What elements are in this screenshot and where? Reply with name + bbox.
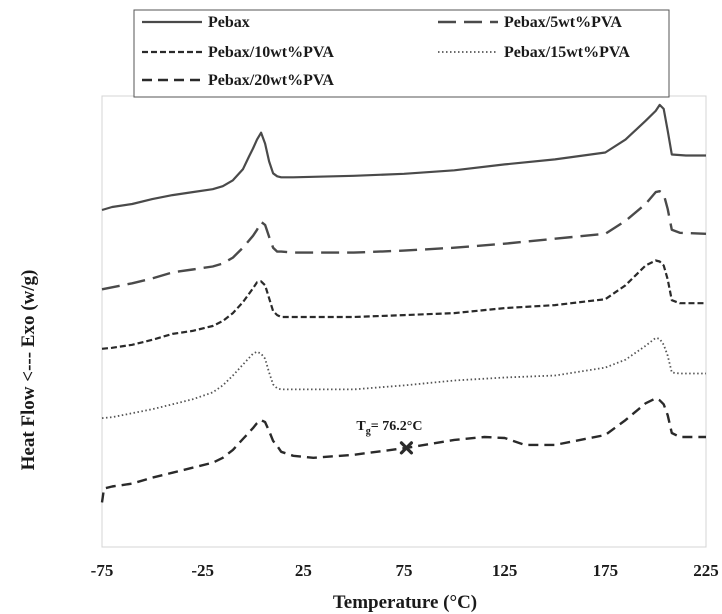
x-tick-labels: -75 -25 25 75 125 175 225 — [91, 561, 719, 580]
x-tick-label: 125 — [492, 561, 518, 580]
series-line-pebax-10wt-pva — [101, 259, 706, 350]
x-tick-label: 175 — [593, 561, 619, 580]
series-layer — [100, 103, 707, 503]
legend: Pebax Pebax/5wt%PVA Pebax/10wt%PVA Pebax/15… — [133, 9, 670, 98]
legend-label-pebax: Pebax — [208, 14, 250, 31]
tg-annotation-subscript: g — [366, 426, 371, 437]
x-tick-label: 225 — [693, 561, 719, 580]
series-line-pebax — [101, 103, 706, 212]
plot-area — [101, 95, 707, 548]
tg-annotation-value: = 76.2°C — [371, 419, 423, 434]
annotation-layer: Tg= 76.2°C — [356, 419, 422, 455]
legend-label-pebax-20wt-pva: Pebax/20wt%PVA — [208, 72, 334, 89]
y-axis-title: Heat Flow <--- Exo (w/g) — [18, 270, 39, 471]
series-line-pebax-5wt-pva — [101, 190, 707, 291]
x-axis-title: Temperature (°C) — [333, 592, 477, 613]
tg-annotation-main: T — [356, 419, 366, 434]
x-tick-label: 25 — [295, 561, 312, 580]
legend-box — [133, 9, 670, 98]
legend-items: Pebax Pebax/5wt%PVA Pebax/10wt%PVA Pebax/15… — [142, 14, 630, 89]
legend-label-pebax-10wt-pva: Pebax/10wt%PVA — [208, 44, 334, 61]
tg-annotation: Tg= 76.2°C — [356, 419, 422, 437]
x-tick-label: 75 — [396, 561, 413, 580]
x-tick-label: -25 — [191, 561, 214, 580]
legend-label-pebax-5wt-pva: Pebax/5wt%PVA — [504, 14, 622, 31]
x-tick-label: -75 — [91, 561, 114, 580]
tg-cross-marker — [399, 441, 414, 455]
legend-label-pebax-15wt-pva: Pebax/15wt%PVA — [504, 44, 630, 61]
